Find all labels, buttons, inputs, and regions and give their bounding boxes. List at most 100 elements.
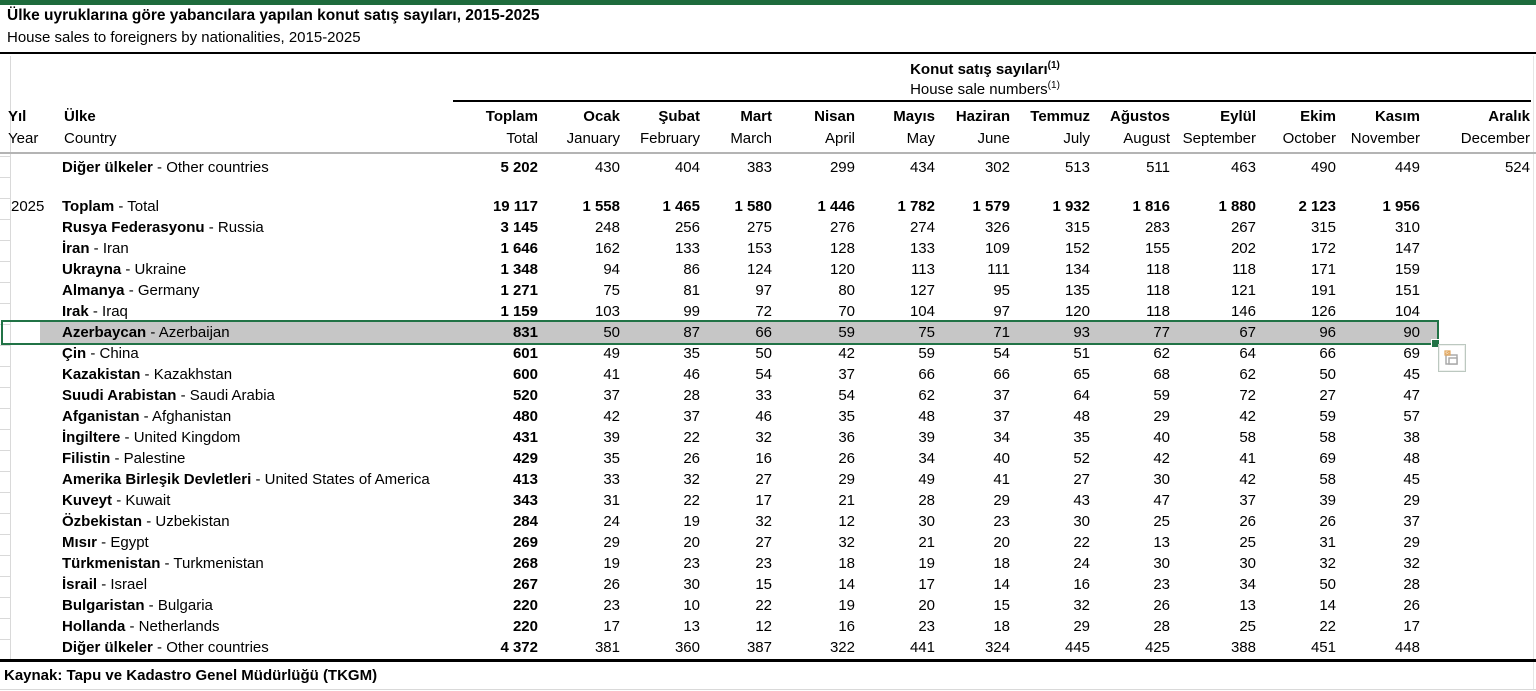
country-cell[interactable]: Diğer ülkeler - Other countries: [40, 157, 440, 178]
value-cell[interactable]: [1420, 385, 1530, 406]
year-cell[interactable]: [0, 574, 40, 595]
year-cell[interactable]: [0, 469, 40, 490]
value-cell[interactable]: 18: [993, 618, 1010, 635]
country-cell[interactable]: İsrail - Israel: [40, 574, 440, 595]
value-cell[interactable]: 52: [1073, 450, 1090, 467]
value-cell[interactable]: 35: [1073, 429, 1090, 446]
value-cell[interactable]: 1 880: [1218, 198, 1256, 215]
value-cell[interactable]: 59: [1153, 387, 1170, 404]
value-cell[interactable]: 57: [1403, 408, 1420, 425]
value-cell[interactable]: 58: [1319, 471, 1336, 488]
value-cell[interactable]: 10: [683, 597, 700, 614]
value-cell[interactable]: 4 372: [500, 639, 538, 656]
year-cell[interactable]: [0, 448, 40, 469]
value-cell[interactable]: 26: [1239, 513, 1256, 530]
value-cell[interactable]: 26: [683, 450, 700, 467]
value-cell[interactable]: 284: [512, 513, 538, 530]
value-cell[interactable]: 25: [1239, 534, 1256, 551]
column-header-november[interactable]: Kasım November: [1336, 106, 1420, 150]
value-cell[interactable]: 39: [1319, 492, 1336, 509]
value-cell[interactable]: 27: [755, 471, 772, 488]
value-cell[interactable]: 268: [512, 555, 538, 572]
value-cell[interactable]: 29: [1073, 618, 1090, 635]
value-cell[interactable]: 326: [984, 219, 1010, 236]
value-cell[interactable]: 23: [1153, 576, 1170, 593]
value-cell[interactable]: 49: [918, 471, 935, 488]
value-cell[interactable]: 72: [755, 303, 772, 320]
value-cell[interactable]: 30: [1073, 513, 1090, 530]
country-cell[interactable]: Diğer ülkeler - Other countries: [40, 637, 440, 658]
column-header-april[interactable]: Nisan April: [772, 106, 855, 150]
value-cell[interactable]: [1420, 595, 1530, 616]
value-cell[interactable]: 126: [1310, 303, 1336, 320]
table-row[interactable]: İran - Iran 1 646 162 133 153 128 133 109 152 155…: [0, 238, 1536, 259]
value-cell[interactable]: 22: [683, 492, 700, 509]
value-cell[interactable]: 463: [1230, 159, 1256, 176]
column-header-june[interactable]: Haziran June: [935, 106, 1010, 150]
value-cell[interactable]: 118: [1232, 261, 1256, 278]
country-cell[interactable]: Toplam - Total: [40, 196, 440, 217]
value-cell[interactable]: 480: [512, 408, 538, 425]
value-cell[interactable]: 133: [909, 240, 935, 257]
value-cell[interactable]: 601: [512, 345, 538, 362]
value-cell[interactable]: 5 202: [500, 159, 538, 176]
paste-options-button[interactable]: [1438, 344, 1466, 372]
value-cell[interactable]: 95: [993, 282, 1010, 299]
value-cell[interactable]: 93: [1073, 324, 1090, 341]
value-cell[interactable]: 27: [755, 534, 772, 551]
value-cell[interactable]: 37: [603, 387, 620, 404]
table-row[interactable]: Diğer ülkeler - Other countries 4 372 381 3…: [0, 637, 1536, 658]
value-cell[interactable]: 37: [1403, 513, 1420, 530]
value-cell[interactable]: [1420, 511, 1530, 532]
value-cell[interactable]: 381: [594, 639, 620, 656]
selection-border[interactable]: [1, 320, 1439, 345]
column-header-country[interactable]: Ülke Country: [55, 106, 440, 150]
value-cell[interactable]: 34: [993, 429, 1010, 446]
value-cell[interactable]: 29: [1153, 408, 1170, 425]
value-cell[interactable]: 21: [838, 492, 855, 509]
column-header-september[interactable]: Eylül September: [1170, 106, 1256, 150]
value-cell[interactable]: 383: [746, 159, 772, 176]
value-cell[interactable]: 16: [838, 618, 855, 635]
value-cell[interactable]: 29: [838, 471, 855, 488]
value-cell[interactable]: 1 580: [734, 198, 772, 215]
table-row[interactable]: Filistin - Palestine 429 35 26 16 26 34 40 52 42 4…: [0, 448, 1536, 469]
value-cell[interactable]: 39: [603, 429, 620, 446]
value-cell[interactable]: 13: [1239, 597, 1256, 614]
value-cell[interactable]: 135: [1064, 282, 1090, 299]
value-cell[interactable]: 32: [838, 534, 855, 551]
country-cell[interactable]: Ukrayna - Ukraine: [40, 259, 440, 280]
value-cell[interactable]: 17: [918, 576, 935, 593]
value-cell[interactable]: 35: [603, 450, 620, 467]
value-cell[interactable]: 50: [1319, 576, 1336, 593]
value-cell[interactable]: 20: [993, 534, 1010, 551]
value-cell[interactable]: 172: [1310, 240, 1336, 257]
value-cell[interactable]: 41: [603, 366, 620, 383]
value-cell[interactable]: 87: [683, 324, 700, 341]
value-cell[interactable]: 17: [755, 492, 772, 509]
value-cell[interactable]: 13: [1153, 534, 1170, 551]
value-cell[interactable]: 283: [1144, 219, 1170, 236]
value-cell[interactable]: [1420, 364, 1530, 385]
value-cell[interactable]: 124: [746, 261, 772, 278]
value-cell[interactable]: 28: [1153, 618, 1170, 635]
value-cell[interactable]: 42: [1153, 450, 1170, 467]
value-cell[interactable]: [1420, 280, 1530, 301]
country-cell[interactable]: İran - Iran: [40, 238, 440, 259]
column-header-january[interactable]: Ocak January: [538, 106, 620, 150]
value-cell[interactable]: 32: [683, 471, 700, 488]
value-cell[interactable]: 45: [1403, 471, 1420, 488]
value-cell[interactable]: 17: [1403, 618, 1420, 635]
value-cell[interactable]: 35: [838, 408, 855, 425]
value-cell[interactable]: 104: [1394, 303, 1420, 320]
country-cell[interactable]: Kazakistan - Kazakhstan: [40, 364, 440, 385]
country-cell[interactable]: Almanya - Germany: [40, 280, 440, 301]
value-cell[interactable]: [1420, 217, 1530, 238]
value-cell[interactable]: 113: [911, 261, 935, 278]
value-cell[interactable]: 26: [1153, 597, 1170, 614]
value-cell[interactable]: 315: [1310, 219, 1336, 236]
table-row[interactable]: Ukrayna - Ukraine 1 348 94 86 124 120 113 111 13…: [0, 259, 1536, 280]
value-cell[interactable]: 41: [993, 471, 1010, 488]
value-cell[interactable]: 404: [674, 159, 700, 176]
value-cell[interactable]: 46: [755, 408, 772, 425]
